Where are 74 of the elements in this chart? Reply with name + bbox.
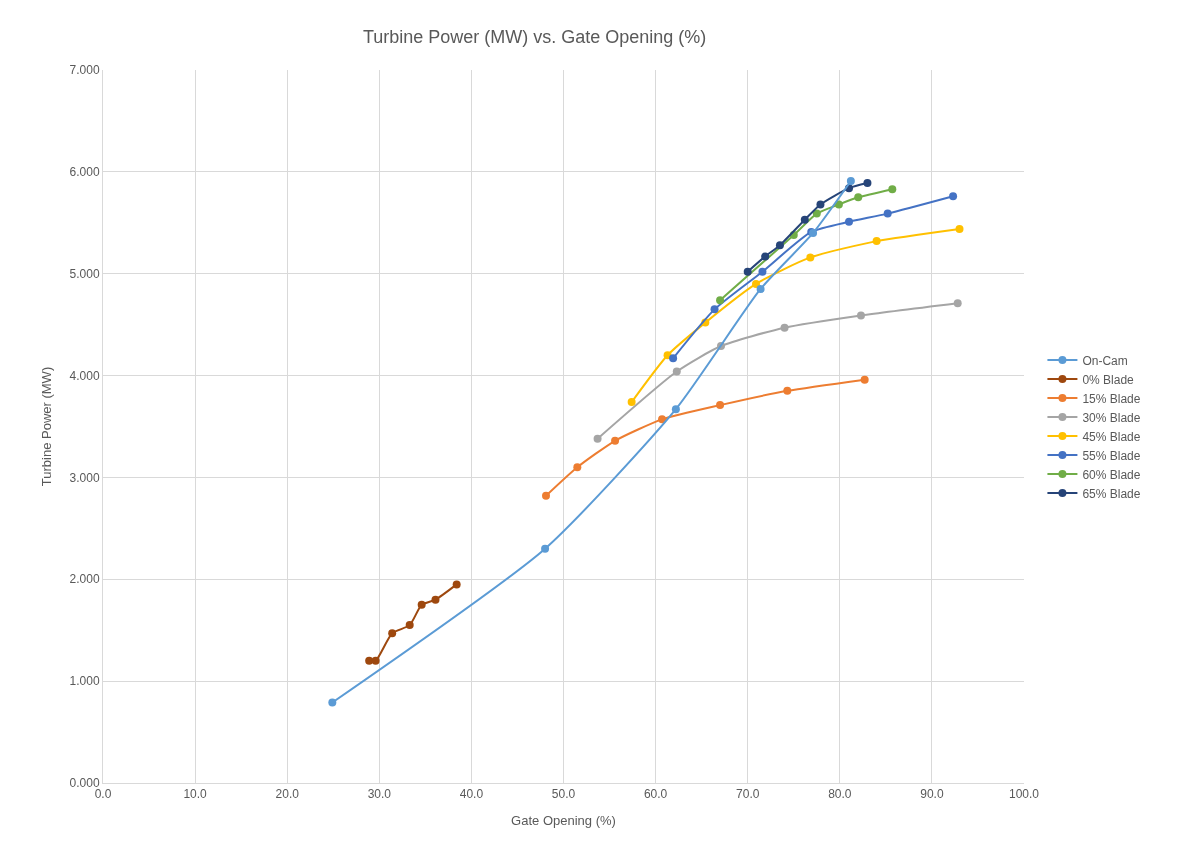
x-tick-label: 30.0 (367, 787, 392, 802)
legend-label: 55% Blade (1082, 448, 1141, 463)
point (658, 415, 667, 424)
x-axis-title: Gate Opening (%) (511, 813, 616, 828)
point (846, 177, 855, 186)
point (816, 200, 825, 209)
x-tick-label: 0.0 (94, 787, 112, 802)
point (756, 284, 765, 293)
point (542, 491, 550, 500)
x-tick-label: 80.0 (828, 787, 852, 802)
x-tick-label: 20.0 (275, 787, 300, 802)
chart-title: Turbine Power (MW) vs. Gate Opening (%) (362, 26, 707, 47)
point (365, 656, 374, 665)
point (883, 209, 892, 218)
point (716, 401, 725, 410)
point (751, 279, 760, 288)
point (854, 193, 863, 202)
point (716, 296, 725, 305)
y-tick-label: 7.000 (69, 63, 100, 78)
point (611, 436, 620, 445)
point (593, 434, 602, 443)
point (863, 179, 872, 188)
y-tick-label: 1.000 (69, 674, 100, 689)
point (710, 305, 719, 314)
y-tick-label: 2.000 (69, 572, 100, 587)
point (780, 323, 789, 332)
point (953, 299, 962, 308)
x-tick-label: 10.0 (183, 787, 208, 802)
point (573, 463, 582, 472)
y-axis-title: Turbine Power (MW) (38, 366, 54, 487)
point (812, 209, 821, 218)
legend-label: 15% Blade (1082, 391, 1141, 406)
point (431, 595, 440, 604)
point (860, 375, 869, 384)
point (669, 354, 678, 363)
point (743, 267, 752, 276)
legend-label: 0% Blade (1082, 372, 1135, 387)
point (888, 185, 897, 194)
y-tick-label: 3.000 (69, 470, 100, 485)
y-tick-label: 6.000 (69, 165, 100, 180)
legend-label: 45% Blade (1082, 429, 1141, 444)
point (627, 398, 636, 407)
y-tick-label: 4.000 (69, 368, 100, 383)
point (761, 252, 770, 261)
legend-label: On-Cam (1082, 353, 1128, 368)
point (806, 253, 815, 262)
x-tick-label: 50.0 (551, 787, 576, 802)
point (800, 215, 809, 224)
x-tick-label: 70.0 (736, 787, 760, 802)
point (672, 367, 681, 376)
legend-label: 60% Blade (1082, 467, 1141, 482)
x-tick-label: 60.0 (643, 787, 668, 802)
point (328, 698, 337, 707)
point (783, 386, 792, 395)
x-tick-label: 40.0 (459, 787, 484, 802)
point (856, 311, 865, 320)
point (845, 217, 854, 226)
legend-label: 65% Blade (1082, 486, 1141, 501)
point (417, 600, 426, 609)
point (872, 237, 881, 246)
point (371, 656, 380, 665)
point (775, 241, 784, 250)
legend-label: 30% Blade (1082, 410, 1141, 425)
point (955, 224, 964, 233)
point (388, 629, 397, 638)
point (671, 405, 680, 414)
point (452, 580, 461, 589)
point (758, 267, 767, 276)
x-tick-label: 100.0 (1008, 787, 1040, 802)
point (541, 544, 550, 553)
point (405, 621, 414, 630)
point (949, 192, 958, 201)
x-tick-label: 90.0 (920, 787, 944, 802)
y-tick-label: 5.000 (69, 266, 100, 281)
